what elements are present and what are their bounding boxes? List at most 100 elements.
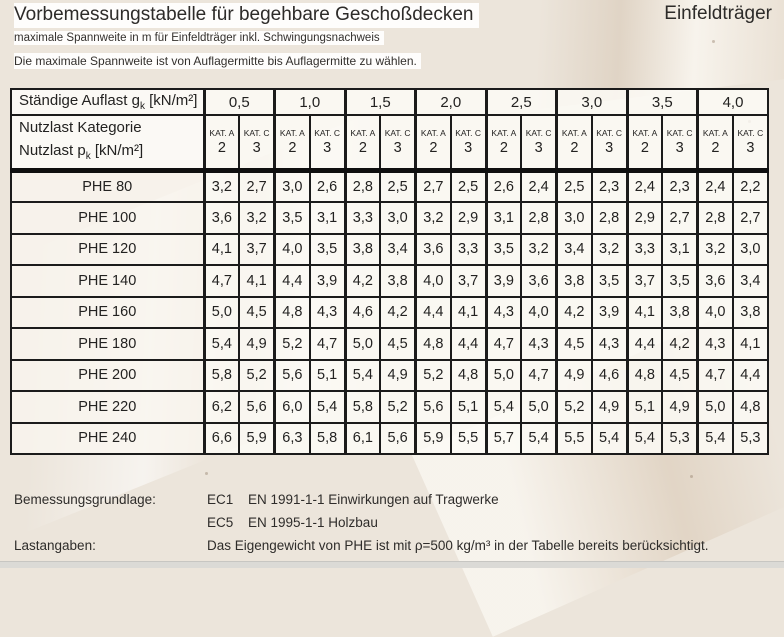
category-name: KAT. A: [632, 127, 658, 138]
live-load-value: 2: [288, 139, 297, 156]
span-value-cell: 5,4: [625, 421, 664, 455]
category-name: KAT. A: [279, 127, 305, 138]
table-row: PHE 140 4,7 4,1 4,4 3,9 4,2 3,8 4,0 3,7 3,9 3,6 3,8…: [10, 264, 770, 298]
span-value-cell: 5,3: [731, 421, 770, 455]
span-value-cell: 4,6: [590, 358, 629, 392]
span-value-cell: 5,5: [449, 421, 488, 455]
category-name: KAT. C: [384, 127, 411, 138]
span-value-cell: 5,8: [343, 390, 382, 424]
predimensioning-table: Ständige Auflast gk [kN/m²] 0,5 1,0 1,5 2,0…: [10, 88, 770, 455]
span-value-cell: 4,2: [343, 264, 382, 298]
live-load-value: 2: [499, 139, 508, 156]
span-value-cell: 2,7: [731, 201, 770, 235]
load-data-text: Das Eigengewicht von PHE ist mit ρ=500 k…: [207, 538, 709, 553]
page-title: Vorbemessungstabelle für begehbare Gesch…: [14, 3, 480, 28]
wood-speckle: [205, 472, 208, 475]
live-load-value: 2: [217, 139, 226, 156]
span-value-cell: 6,3: [272, 421, 311, 455]
live-load-value: 2: [429, 139, 438, 156]
span-value-cell: 4,7: [484, 327, 523, 361]
span-value-cell: 3,5: [272, 201, 311, 235]
category-name: KAT. C: [243, 127, 270, 138]
span-value-cell: 3,9: [484, 264, 523, 298]
span-value-cell: 6,1: [343, 421, 382, 455]
span-value-cell: 3,4: [379, 232, 417, 266]
span-value-cell: 4,7: [202, 264, 241, 298]
table-row: PHE 80 3,2 2,7 3,0 2,6 2,8 2,5 2,7 2,5 2,6 2,4 2,5 2…: [10, 169, 770, 203]
span-value-cell: 4,0: [413, 264, 452, 298]
span-value-cell: 5,0: [202, 295, 241, 329]
span-value-cell: 3,2: [238, 201, 276, 235]
span-value-cell: 4,4: [413, 295, 452, 329]
span-value-cell: 5,4: [520, 421, 558, 455]
table-row: PHE 240 6,6 5,9 6,3 5,8 6,1 5,6 5,9 5,5 5,7 5,4 5,5…: [10, 421, 770, 455]
span-value-cell: 5,2: [238, 358, 276, 392]
span-value-cell: 4,1: [731, 327, 770, 361]
live-load-category-label: Nutzlast Kategorie: [19, 119, 142, 136]
gk-value-cell: 2,0: [414, 88, 487, 116]
live-load-value: 3: [323, 139, 332, 156]
span-value-cell: 3,6: [520, 264, 558, 298]
span-value-cell: 5,0: [484, 358, 523, 392]
span-value-cell: 4,1: [625, 295, 664, 329]
live-load-value: 3: [534, 139, 543, 156]
span-value-cell: 3,5: [484, 232, 523, 266]
live-load-label: Nutzlast Kategorie Nutzlast pk [kN/m²]: [10, 114, 205, 173]
load-data-label: Lastangaben:: [14, 538, 96, 553]
span-value-cell: 4,9: [554, 358, 593, 392]
span-value-cell: 3,2: [590, 232, 629, 266]
span-value-cell: 4,7: [520, 358, 558, 392]
span-value-cell: 5,6: [413, 390, 452, 424]
span-value-cell: 3,1: [308, 201, 347, 235]
span-value-cell: 4,8: [449, 358, 488, 392]
profile-label: PHE 180: [10, 327, 205, 361]
live-load-value: 2: [640, 139, 649, 156]
profile-label: PHE 220: [10, 390, 205, 424]
gk-value-cell: 0,5: [202, 88, 276, 116]
span-value-cell: 3,8: [554, 264, 593, 298]
span-value-cell: 3,0: [554, 201, 593, 235]
ec5-code: EC5: [207, 515, 234, 530]
page-bottom-edge: [0, 561, 784, 568]
gk-value-cell: 2,5: [484, 88, 558, 116]
span-value-cell: 4,8: [413, 327, 452, 361]
span-value-cell: 2,8: [590, 201, 629, 235]
span-value-cell: 2,5: [554, 169, 593, 203]
span-value-cell: 4,4: [272, 264, 311, 298]
span-value-cell: 5,1: [625, 390, 664, 424]
span-value-cell: 3,6: [413, 232, 452, 266]
category-name: KAT. C: [596, 127, 623, 138]
span-value-cell: 6,6: [202, 421, 241, 455]
span-value-cell: 5,4: [308, 390, 347, 424]
table-row: PHE 200 5,8 5,2 5,6 5,1 5,4 4,9 5,2 4,8 5,0 4,7 4,9…: [10, 358, 770, 392]
design-basis-row: Bemessungsgrundlage: EC1 EN 1991-1-1 Einw…: [14, 488, 709, 511]
table-row: PHE 120 4,1 3,7 4,0 3,5 3,8 3,4 3,6 3,3 3,5 3,2 3,4…: [10, 232, 770, 266]
span-value-cell: 5,8: [308, 421, 347, 455]
span-value-cell: 2,7: [661, 201, 699, 235]
category-name: KAT. C: [455, 127, 482, 138]
span-value-cell: 4,6: [343, 295, 382, 329]
live-load-value: 3: [252, 139, 261, 156]
table-row: PHE 220 6,2 5,6 6,0 5,4 5,8 5,2 5,6 5,1 5,4 5,0 5,2…: [10, 390, 770, 424]
span-value-cell: 2,9: [625, 201, 664, 235]
span-value-cell: 4,5: [554, 327, 593, 361]
profile-label: PHE 100: [10, 201, 205, 235]
span-value-cell: 2,7: [238, 169, 276, 203]
category-name: KAT. C: [525, 127, 552, 138]
span-value-cell: 4,2: [379, 295, 417, 329]
category-name: KAT. A: [420, 127, 446, 138]
span-value-cell: 5,1: [308, 358, 347, 392]
live-load-value: 2: [570, 139, 579, 156]
gk-value-cell: 4,0: [696, 88, 769, 116]
table-row: PHE 100 3,6 3,2 3,5 3,1 3,3 3,0 3,2 2,9 3,1 2,8 3,0…: [10, 201, 770, 235]
span-value-cell: 4,9: [238, 327, 276, 361]
